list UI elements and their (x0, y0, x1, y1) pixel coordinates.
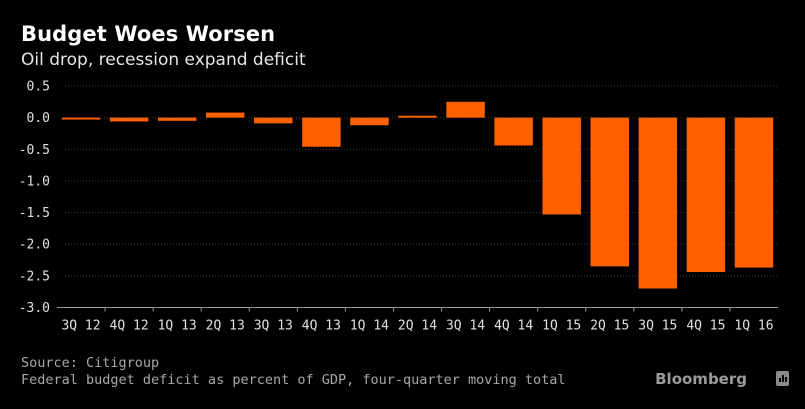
x-tick-label: 1Q 15 (542, 319, 581, 334)
x-tick-label: 3Q 14 (446, 319, 485, 334)
y-axis-ticks: 0.5 0.0 -0.5 -1.0 -1.5 -2.0 -2.5 -3.0 (19, 80, 50, 317)
chart-title: Budget Woes Worsen (21, 22, 276, 46)
x-tick-label: 1Q 13 (158, 319, 197, 334)
x-tick-label: 3Q 15 (638, 319, 677, 334)
y-tick-label: -3.0 (19, 301, 50, 316)
x-tick-label: 2Q 14 (398, 319, 437, 334)
chart-subtitle: Oil drop, recession expand deficit (21, 50, 306, 70)
x-tick-label: 4Q 15 (686, 319, 725, 334)
x-tick-label: 2Q 13 (206, 319, 245, 334)
x-tick-label: 1Q 16 (734, 319, 773, 334)
x-tick-label: 2Q 15 (590, 319, 629, 334)
bar-4q13 (302, 117, 341, 147)
bar-2q13 (206, 112, 245, 118)
y-tick-label: 0.0 (27, 111, 50, 126)
y-tick-label: -2.0 (19, 238, 50, 253)
bar-1q16 (734, 117, 774, 268)
y-tick-label: -1.5 (19, 206, 50, 221)
y-tick-label: -2.5 (19, 269, 50, 284)
bloomberg-logo: Bloomberg (655, 370, 747, 388)
bar-4q15 (686, 117, 726, 273)
x-axis (57, 307, 778, 312)
source-text: Source: Citigroup (21, 355, 160, 371)
x-tick-label: 3Q 13 (254, 319, 293, 334)
y-tick-label: -0.5 (19, 143, 50, 158)
bar-3q14 (446, 101, 485, 118)
bar-2q14 (398, 115, 437, 118)
y-tick-label: 0.5 (27, 80, 50, 95)
bar-1q15 (542, 117, 581, 215)
footnote-text: Federal budget deficit as percent of GDP… (21, 372, 566, 388)
bar-1q13 (157, 117, 197, 121)
bloomberg-chart-icon (776, 371, 789, 386)
x-tick-label: 4Q 14 (494, 319, 533, 334)
bar-2q15 (590, 117, 629, 267)
bar-4q14 (494, 117, 533, 146)
bars (61, 101, 774, 289)
x-tick-label: 4Q 13 (302, 319, 341, 334)
x-tick-label: 4Q 12 (110, 319, 149, 334)
bar-4q12 (109, 117, 149, 122)
bar-3q15 (638, 117, 678, 289)
bar-3q12 (61, 117, 101, 120)
x-axis-ticks: 3Q 12 4Q 12 1Q 13 2Q 13 3Q 13 4Q 13 1Q 14 2Q 14… (61, 319, 773, 334)
bar-3q13 (254, 117, 293, 124)
y-tick-label: -1.0 (19, 174, 50, 189)
x-tick-label: 1Q 14 (350, 319, 389, 334)
bar-1q14 (350, 117, 389, 126)
x-tick-label: 3Q 12 (61, 319, 100, 334)
